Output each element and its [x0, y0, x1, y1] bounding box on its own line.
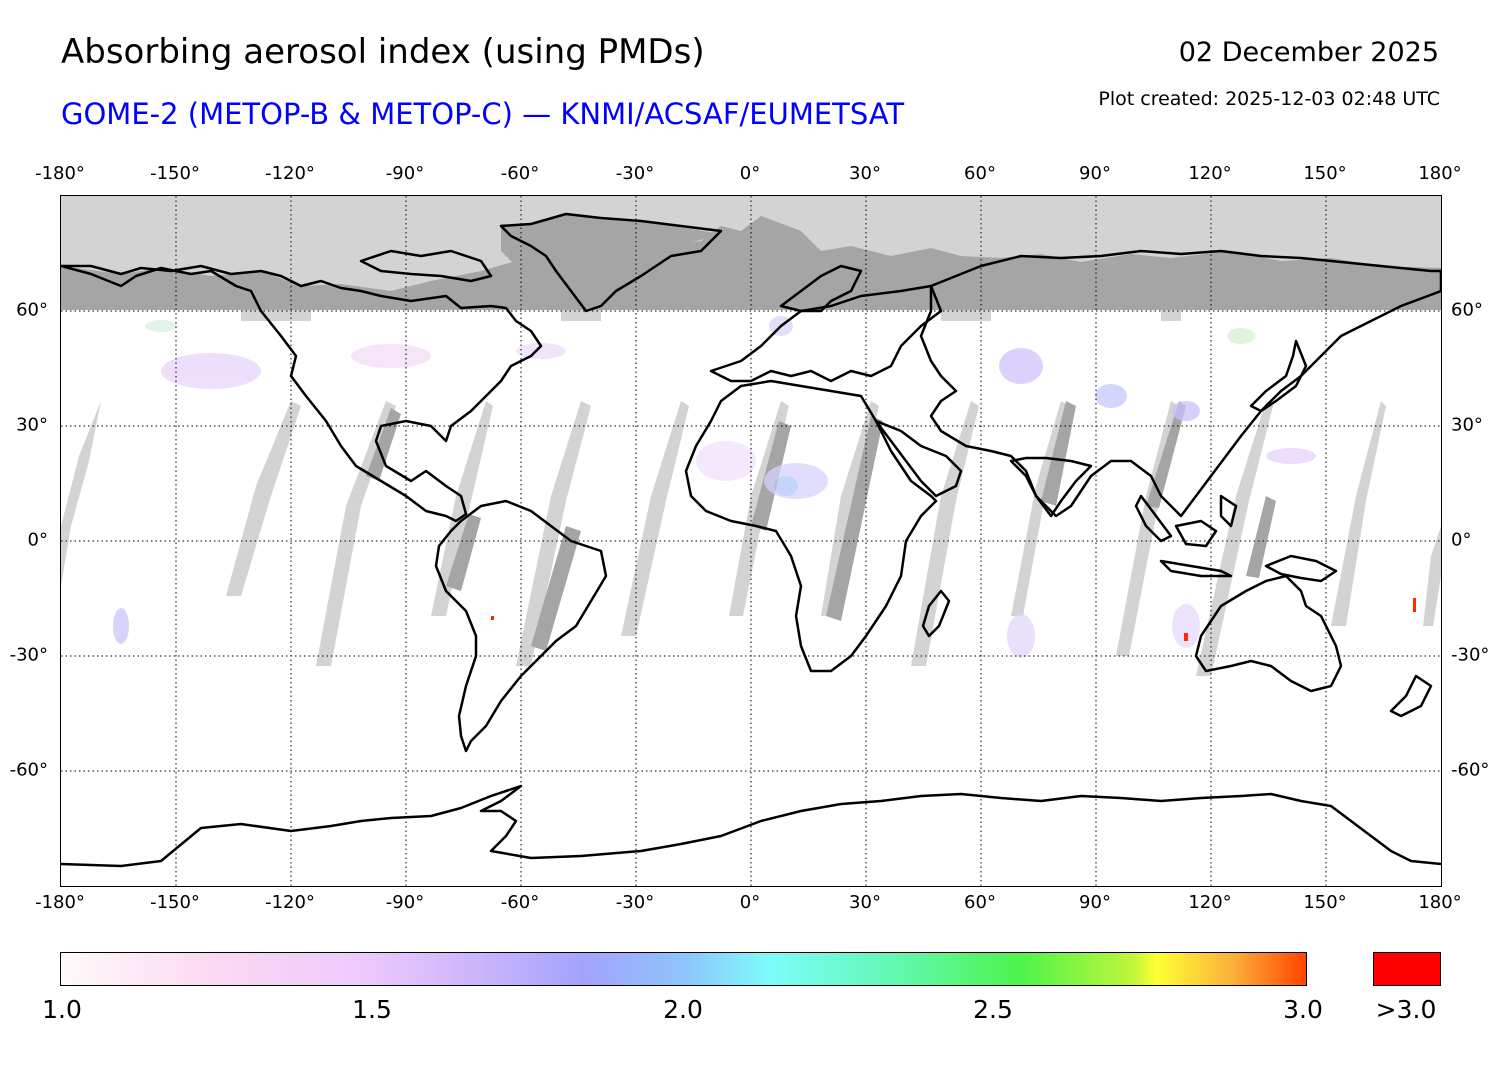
coast-scandinavia [779, 264, 863, 313]
high-aerosol-points [491, 598, 1416, 641]
lon-tick-top: -120° [265, 163, 315, 184]
coast-australia [1194, 574, 1343, 693]
lon-tick-top: 120° [1188, 163, 1232, 184]
coast-southeast-asia [1134, 494, 1238, 578]
lat-tick-left: 30° [16, 414, 48, 436]
coast-greenland [499, 212, 723, 313]
lat-tick-right: 60° [1451, 299, 1483, 321]
lon-tick-top: -60° [500, 163, 540, 184]
lon-tick-bottom: -60° [500, 892, 540, 913]
lon-tick-top: -150° [150, 163, 200, 184]
coast-new-zealand [1389, 674, 1433, 718]
lat-tick-left: -60° [9, 759, 48, 781]
lat-tick-right: 30° [1451, 414, 1483, 436]
plot-date: 02 December 2025 [1178, 37, 1439, 68]
lat-tick-right: -60° [1451, 759, 1490, 781]
coast-north-america [61, 264, 543, 523]
coast-india [1009, 456, 1093, 518]
plot-title: Absorbing aerosol index (using PMDs) [61, 32, 705, 72]
coast-south-america [434, 499, 608, 753]
lon-tick-bottom: -30° [615, 892, 655, 913]
lon-tick-top: 180° [1418, 163, 1462, 184]
polar-night-edge [241, 310, 1181, 321]
lon-tick-bottom: 90° [1079, 892, 1111, 913]
coastlines [61, 212, 1441, 868]
colorbar-label: 2.0 [663, 995, 703, 1024]
lat-tick-right: -30° [1451, 644, 1490, 666]
colorbar-over-swatch [1373, 952, 1441, 986]
lon-tick-bottom: 0° [739, 892, 761, 913]
lon-tick-top: 30° [849, 163, 881, 184]
coast-arctic-islands [359, 249, 493, 283]
lat-tick-left: 0° [27, 529, 48, 551]
lon-tick-top: 60° [964, 163, 996, 184]
colorbar-label: 2.5 [973, 995, 1013, 1024]
lon-tick-bottom: 30° [849, 892, 881, 913]
lon-tick-top: 150° [1303, 163, 1347, 184]
lat-tick-left: 60° [16, 299, 48, 321]
lat-tick-left: -30° [9, 644, 48, 666]
graticule [61, 196, 1441, 886]
lon-tick-top: 0° [739, 163, 761, 184]
coast-europe [709, 284, 943, 383]
coast-africa [684, 379, 938, 673]
lon-tick-bottom: -90° [385, 892, 425, 913]
coast-asia [919, 249, 1441, 518]
coast-japan [1249, 339, 1308, 413]
coast-arabia [874, 419, 963, 498]
lat-tick-right: 0° [1451, 529, 1472, 551]
lon-tick-bottom: 120° [1188, 892, 1232, 913]
colorbar-label: 3.0 [1283, 995, 1323, 1024]
lon-tick-bottom: -180° [35, 892, 85, 913]
colorbar-label: 1.5 [352, 995, 392, 1024]
land-no-data-swaths [366, 401, 1276, 651]
plot-created-timestamp: Plot created: 2025-12-03 02:48 UTC [1098, 88, 1440, 110]
lon-tick-bottom: -120° [265, 892, 315, 913]
lon-tick-top: 90° [1079, 163, 1111, 184]
lon-tick-bottom: -150° [150, 892, 200, 913]
lon-tick-top: -30° [615, 163, 655, 184]
colorbar-over-label: >3.0 [1375, 995, 1437, 1024]
coast-new-guinea [1264, 554, 1338, 583]
coast-antarctica [61, 784, 1441, 868]
aerosol-signal [113, 316, 1316, 658]
colorbar [60, 952, 1307, 986]
lon-tick-bottom: 180° [1418, 892, 1462, 913]
lon-tick-bottom: 150° [1303, 892, 1347, 913]
world-map [60, 195, 1442, 887]
lon-tick-top: -90° [385, 163, 425, 184]
lon-tick-bottom: 60° [964, 892, 996, 913]
coast-madagascar [921, 589, 951, 638]
lon-tick-top: -180° [35, 163, 85, 184]
colorbar-label: 1.0 [42, 995, 82, 1024]
plot-subtitle: GOME-2 (METOP-B & METOP-C) — KNMI/ACSAF/… [61, 97, 905, 131]
map-svg [61, 196, 1441, 886]
